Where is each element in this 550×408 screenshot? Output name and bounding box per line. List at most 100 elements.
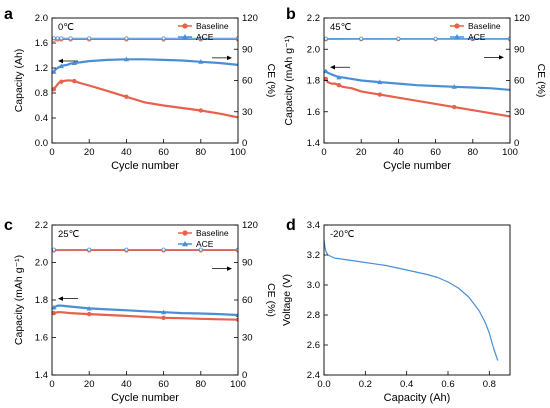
- temperature-annotation: 45℃: [330, 22, 352, 33]
- data-point-ace-ce: [198, 247, 203, 252]
- x-tick-label: 40: [121, 147, 132, 158]
- data-point-ace-ce: [124, 36, 129, 41]
- x-tick-label: 0.0: [317, 379, 330, 390]
- legend-marker: [182, 23, 188, 29]
- y-tick-label: 2.2: [307, 13, 320, 24]
- x-tick-label: 40: [393, 147, 404, 158]
- data-point-ace-ce: [55, 36, 60, 41]
- y-tick-label: 0.4: [35, 113, 48, 124]
- data-point-baseline: [324, 76, 329, 82]
- legend-label: Baseline: [196, 21, 229, 31]
- y2-tick-label: 30: [242, 107, 253, 118]
- x-tick-label: 0: [321, 147, 326, 158]
- y-tick-label: 1.6: [307, 107, 320, 118]
- x-tick-label: 0: [49, 147, 54, 158]
- x-axis-label: Cycle number: [111, 160, 179, 172]
- panel-b: b 0 20 40 60 80 100 1.4 1.6 1.8 2.0 2.2 0 30 60 90 120 CE…: [283, 6, 547, 172]
- y-tick-label: 1.2: [35, 63, 48, 74]
- y-tick-label: 0.8: [35, 88, 48, 99]
- x-tick-label: 0.4: [400, 379, 413, 390]
- data-point-ace-ce: [68, 36, 73, 41]
- legend-label: Baseline: [468, 21, 501, 31]
- y-tick-label: 2.6: [307, 340, 320, 351]
- y-tick-label: 2.4: [307, 370, 320, 381]
- x-tick-label: 60: [158, 379, 169, 390]
- panel-a: a 0 20 40 60 80 100 0.0 0.4 0.8 1.2 1.6 2.0 0 30 60 90 12…: [4, 6, 277, 172]
- series-line-discharge-curve: [324, 239, 499, 361]
- panel-c: c 0 20 40 60 80 100 1.4 1.6 1.8 2.0 2.2 0 30 60 90 120 CE…: [4, 217, 277, 404]
- series-line-ace: [324, 69, 510, 92]
- panel-d: d 0.0 0.2 0.4 0.6 0.8 2.4 2.6 2.8 3.0 3.2 3.4 Capaci…: [281, 217, 511, 404]
- y2-axis-label: CE (%): [535, 64, 547, 98]
- y-tick-label: 3.0: [307, 280, 320, 291]
- temperature-annotation: 0℃: [58, 22, 74, 33]
- data-point-ace: [377, 79, 383, 85]
- legend-label: ACE: [196, 32, 214, 42]
- x-tick-label: 0.8: [483, 379, 496, 390]
- ce-axis-arrowhead: [499, 55, 504, 60]
- y2-tick-label: 60: [242, 76, 253, 87]
- data-point-ace-ce: [161, 247, 166, 252]
- temperature-annotation: 25℃: [58, 229, 80, 240]
- panel-label: c: [4, 217, 13, 234]
- y2-tick-label: 90: [242, 258, 253, 269]
- data-point-ace-ce: [87, 247, 92, 252]
- x-tick-label: 100: [230, 147, 246, 158]
- data-point-ace: [324, 68, 329, 74]
- data-point-baseline: [59, 79, 64, 84]
- data-point-ace-ce: [59, 36, 64, 41]
- y2-tick-label: 60: [514, 76, 525, 87]
- y-tick-label: 3.2: [307, 250, 320, 261]
- legend-marker: [182, 230, 188, 236]
- ce-axis-arrowhead: [227, 55, 232, 61]
- data-point-ace-ce: [433, 36, 438, 41]
- x-tick-label: 100: [502, 147, 518, 158]
- y-tick-label: 1.4: [35, 370, 48, 381]
- y-axis-label: Voltage (V): [281, 274, 293, 326]
- x-axis-label: Cycle number: [111, 392, 179, 404]
- y2-tick-label: 30: [242, 333, 253, 344]
- y-axis-label: Capacity (mAh g⁻¹): [283, 35, 295, 125]
- y-tick-label: 3.4: [307, 220, 320, 231]
- y-tick-label: 1.8: [307, 76, 320, 87]
- y-tick-label: 1.4: [307, 138, 320, 149]
- plot-data: [324, 239, 499, 361]
- data-point-ace: [336, 74, 342, 80]
- plot-frame: [323, 224, 511, 376]
- legend-marker: [454, 23, 460, 29]
- y-tick-label: 0.0: [35, 138, 48, 149]
- data-point-baseline: [452, 104, 457, 110]
- x-tick-label: 20: [84, 379, 95, 390]
- plot-data: [324, 36, 510, 118]
- plot-data: [52, 36, 238, 119]
- x-axis-label: Cycle number: [383, 160, 451, 172]
- y-tick-label: 1.6: [35, 333, 48, 344]
- data-point-ace: [52, 69, 57, 74]
- data-point-baseline: [87, 311, 92, 317]
- data-point-baseline: [52, 310, 57, 316]
- legend-marker: [182, 34, 188, 40]
- temperature-annotation: -20℃: [330, 229, 355, 240]
- panel-label: b: [286, 6, 296, 23]
- data-point-ace-ce: [161, 36, 166, 41]
- y2-tick-label: 120: [242, 220, 258, 231]
- panel-label: a: [4, 6, 13, 23]
- data-point-ace-ce: [52, 36, 56, 41]
- x-tick-label: 80: [468, 147, 479, 158]
- x-tick-label: 40: [121, 379, 132, 390]
- data-point-baseline: [124, 94, 129, 99]
- data-point-ace: [58, 63, 64, 69]
- y2-tick-label: 0: [514, 138, 519, 149]
- y-tick-label: 1.6: [35, 38, 48, 49]
- data-point-baseline: [235, 317, 238, 322]
- data-point-baseline: [198, 108, 203, 113]
- x-tick-label: 60: [158, 147, 169, 158]
- y2-tick-label: 120: [242, 13, 258, 24]
- y-tick-label: 2.0: [35, 13, 48, 24]
- x-tick-label: 80: [196, 379, 207, 390]
- x-tick-label: 80: [196, 147, 207, 158]
- data-point-ace-ce: [470, 36, 475, 41]
- y2-tick-label: 90: [514, 44, 525, 55]
- data-point-ace-ce: [124, 247, 129, 252]
